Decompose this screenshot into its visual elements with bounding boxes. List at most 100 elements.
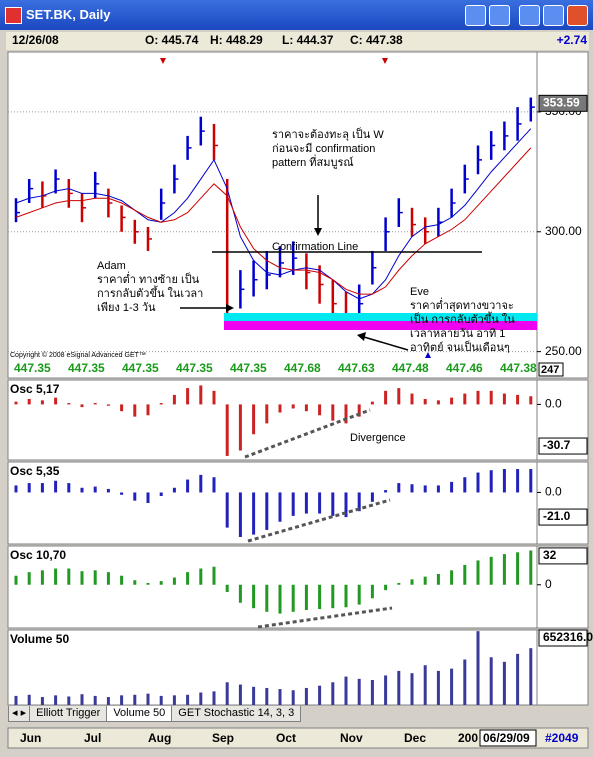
support-band-magenta [224, 321, 537, 330]
histogram-bar [54, 397, 58, 405]
button-restore-b[interactable] [489, 5, 510, 26]
histogram-bar [463, 477, 467, 493]
month-label: Aug [148, 731, 171, 745]
readout: 447.35 [68, 361, 105, 375]
button-restore-a[interactable] [465, 5, 486, 26]
tab[interactable]: GET Stochastic 14, 3, 3 [171, 706, 302, 722]
histogram-bar [476, 472, 480, 493]
divergence-3 [257, 606, 393, 629]
y-tick-label: 250.00 [545, 344, 582, 358]
readout: 447.38 [500, 361, 537, 375]
histogram-bar [186, 694, 190, 705]
histogram-bar [133, 694, 137, 705]
readout: 447.35 [230, 361, 267, 375]
info-date: 12/26/08 [12, 33, 59, 47]
histogram-bar [410, 673, 414, 705]
panel-title: Osc 5,35 [10, 464, 60, 478]
histogram-bar [14, 695, 18, 705]
histogram-bar [40, 697, 44, 705]
histogram-bar [80, 571, 84, 585]
histogram-bar [436, 573, 440, 585]
info-bar [6, 32, 589, 50]
histogram-bar [159, 403, 163, 405]
readout: 447.35 [14, 361, 51, 375]
arrow-eve [363, 336, 409, 351]
histogram-bar [344, 584, 348, 608]
date-box-label: 06/29/09 [483, 731, 530, 745]
last-value-box [538, 437, 588, 455]
histogram-bar [93, 570, 97, 585]
histogram-bar [40, 400, 44, 405]
histogram-bar [529, 550, 533, 585]
histogram-bar [278, 689, 282, 705]
annotation-eve: อาทิตย์ จนเป็นเดือนๆ [410, 340, 510, 354]
copyright: Copyright © 2008 eSignal Advanced GET™ [10, 351, 146, 359]
histogram-bar [14, 485, 18, 493]
histogram-bar [291, 690, 295, 705]
histogram-bar [238, 584, 242, 603]
histogram-bar [252, 686, 256, 705]
histogram-bar [159, 581, 163, 585]
panel-title: Osc 5,17 [10, 382, 60, 396]
arrow-adam-head [226, 304, 234, 312]
histogram-bar [172, 487, 176, 493]
annotation-w_note: pattern ที่สมบูรณ์ [272, 154, 354, 169]
histogram-bar [384, 390, 388, 405]
histogram-bar [146, 492, 150, 503]
y-tick-label: 0.0 [545, 397, 562, 411]
histogram-bar [476, 390, 480, 405]
histogram-bar [304, 404, 308, 412]
last-value-box [538, 508, 588, 526]
histogram-bar [463, 393, 467, 405]
annotation-adam: Adam [97, 260, 126, 272]
tab[interactable]: Volume 50 [106, 706, 173, 722]
month-label: Nov [340, 731, 363, 745]
histogram-bar [172, 695, 176, 705]
histogram-bar [106, 488, 110, 493]
histogram-bar [146, 693, 150, 705]
app-icon [5, 7, 22, 24]
histogram-bar [423, 485, 427, 493]
histogram-bar [67, 696, 71, 705]
histogram-bar [212, 477, 216, 493]
histogram-bar [252, 584, 256, 609]
moving-average [15, 128, 532, 300]
histogram-bar [93, 486, 97, 493]
divergence-2 [247, 498, 391, 543]
histogram-bar [516, 469, 520, 493]
histogram-bar [357, 584, 361, 605]
histogram-bar [278, 584, 282, 614]
button-maximize[interactable] [543, 5, 564, 26]
overlays: Confirmation Line Copyright © 2008 eSign… [10, 58, 564, 629]
arrow-eve-head [357, 332, 366, 341]
histogram-bar [463, 564, 467, 585]
tab[interactable]: Elliott Trigger [29, 706, 108, 722]
histogram-bar [463, 659, 467, 705]
histogram-bar [265, 404, 269, 424]
histogram-bar [225, 404, 229, 456]
button-minimize[interactable] [519, 5, 540, 26]
annotation-w_note: ราคาจะต้องทะลุ เป็น W [272, 127, 384, 141]
histogram-bar [80, 487, 84, 493]
month-label: Sep [212, 731, 234, 745]
marker-top-2 [382, 58, 388, 64]
histogram-bar [410, 484, 414, 493]
histogram-bar [489, 556, 493, 585]
histogram-bar [54, 480, 58, 493]
histogram-bar [106, 404, 110, 406]
histogram-bar [344, 492, 348, 518]
divergence-1 [244, 408, 371, 459]
histogram-bar [133, 580, 137, 585]
histogram-bar [384, 675, 388, 705]
histogram-bar [67, 483, 71, 493]
histogram-bar [436, 485, 440, 493]
histogram-bar [172, 577, 176, 585]
histogram-bar [344, 676, 348, 705]
button-close[interactable] [567, 5, 588, 26]
histogram-bar [238, 492, 242, 537]
tab-scroll[interactable]: ◂ ▸ [8, 706, 31, 722]
y-tick-label: 300.00 [545, 224, 582, 238]
tabs: ◂ ▸ Elliott Trigger Volume 50 GET Stocha… [8, 706, 302, 722]
histogram-bar [93, 695, 97, 705]
readout: 447.48 [392, 361, 429, 375]
